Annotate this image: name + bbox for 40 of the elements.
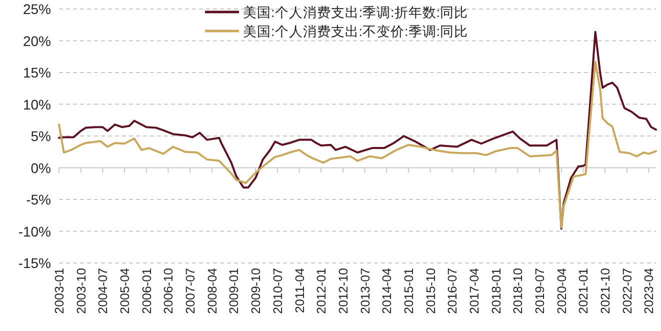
x-tick-label: 2012-01 bbox=[314, 268, 329, 314]
x-tick-label: 2009-01 bbox=[227, 268, 242, 314]
x-tick-label: 2021-01 bbox=[576, 268, 591, 314]
x-tick-label: 2014-04 bbox=[380, 268, 394, 314]
line-series bbox=[58, 60, 657, 228]
x-tick-label: 2013-07 bbox=[358, 268, 372, 314]
x-tick-label: 2016-07 bbox=[446, 268, 460, 314]
x-tick-label: 2003-01 bbox=[52, 268, 66, 314]
legend-label: 美国:个人消费支出:不变价:季调:同比 bbox=[243, 24, 468, 39]
x-tick-label: 2010-07 bbox=[270, 268, 285, 314]
x-tick-label: 2006-10 bbox=[162, 268, 176, 314]
legend-label: 美国:个人消费支出:季调:折年数:同比 bbox=[243, 5, 468, 20]
x-tick-label: 2021-10 bbox=[598, 268, 613, 314]
x-tick-label: 2018-01 bbox=[489, 268, 504, 314]
x-tick-label: 2017-04 bbox=[467, 268, 482, 314]
y-tick-label: -15% bbox=[18, 255, 51, 271]
x-tick-label: 2005-04 bbox=[118, 268, 132, 314]
y-tick-label: 0% bbox=[30, 160, 51, 176]
y-tick-label: 25% bbox=[22, 1, 51, 17]
y-tick-label: -10% bbox=[18, 223, 51, 240]
x-tick-label: 2007-07 bbox=[184, 268, 198, 314]
x-tick-label: 2015-01 bbox=[402, 268, 416, 314]
x-tick-label: 2011-04 bbox=[292, 268, 307, 313]
x-tick-label: 2012-10 bbox=[336, 268, 350, 314]
x-tick-label: 2015-10 bbox=[424, 268, 438, 314]
x-tick-label: 2008-04 bbox=[205, 268, 220, 314]
y-tick-label: 15% bbox=[22, 64, 51, 80]
y-tick-label: 10% bbox=[22, 96, 51, 112]
x-tick-label: 2009-10 bbox=[249, 268, 264, 314]
x-tick-label: 2018-10 bbox=[511, 268, 526, 314]
x-tick-label: 2004-07 bbox=[96, 268, 110, 314]
y-tick-label: 20% bbox=[22, 32, 51, 49]
x-tick-label: 2003-10 bbox=[74, 268, 88, 314]
x-tick-label: 2022-07 bbox=[620, 268, 634, 314]
y-tick-label: -5% bbox=[26, 192, 51, 208]
x-tick-label: 2020-04 bbox=[554, 268, 569, 314]
x-tick-label: 2006-01 bbox=[140, 268, 154, 314]
y-tick-label: 5% bbox=[30, 128, 51, 144]
x-tick-label: 2019-07 bbox=[533, 268, 548, 314]
x-tick-label: 2023-04 bbox=[642, 268, 656, 314]
